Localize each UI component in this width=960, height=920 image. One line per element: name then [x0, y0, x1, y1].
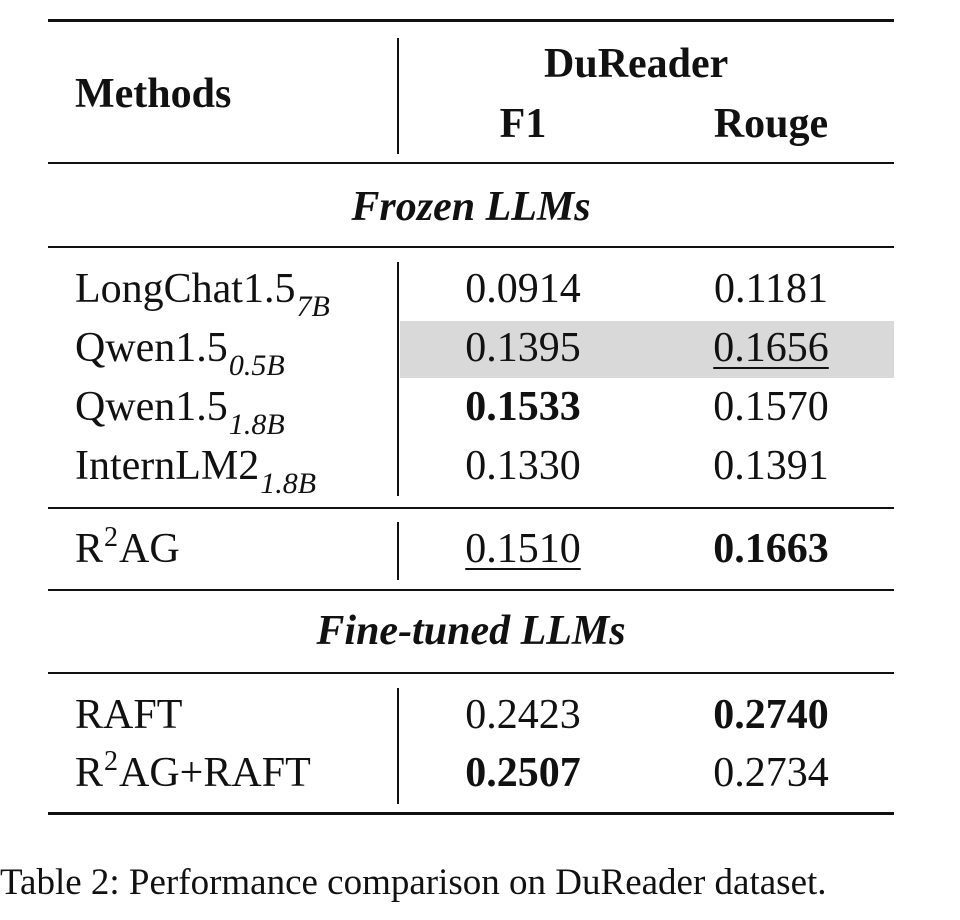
top-rule	[48, 19, 894, 22]
header-rule	[48, 162, 894, 164]
superscript: 2	[104, 746, 119, 777]
method-suffix: AG+RAFT	[119, 750, 311, 796]
f1-value: 0.1395	[465, 325, 581, 371]
dataset-header: DuReader	[544, 41, 729, 87]
f1-value: 0.1510	[403, 528, 643, 570]
method-name: R2AG	[75, 524, 180, 572]
section-title-finetuned: Fine-tuned LLMs	[316, 608, 626, 654]
rouge-value: 0.2734	[713, 750, 829, 796]
column-separator	[397, 688, 399, 804]
model-size-subscript: 1.8B	[260, 467, 317, 500]
model-size-subscript: 1.8B	[228, 408, 285, 441]
rouge-value: 0.1663	[713, 526, 829, 572]
f1-value: 0.0914	[465, 266, 581, 312]
f1-value: 0.2423	[465, 692, 581, 738]
table-caption: Table 2: Performance comparison on DuRea…	[0, 862, 827, 903]
method-name: LongChat1.57B	[75, 266, 330, 322]
method-name: Qwen1.51.8B	[75, 384, 285, 440]
method-label: Qwen1.5	[75, 325, 228, 371]
method-name: R2AG+RAFT	[75, 748, 311, 796]
method-name: InternLM21.8B	[75, 443, 316, 499]
method-label: LongChat1.5	[75, 266, 296, 312]
highlight-row-shading	[400, 321, 894, 378]
column-separator	[397, 262, 399, 496]
section-rule	[48, 672, 894, 674]
method-prefix: R	[75, 750, 104, 796]
method-prefix: R	[75, 526, 104, 572]
section-rule	[48, 589, 894, 591]
method-name: RAFT	[75, 692, 183, 738]
section-rule	[48, 246, 894, 248]
superscript: 2	[104, 522, 119, 553]
rouge-value: 0.1656	[651, 327, 891, 369]
f1-header: F1	[499, 101, 547, 147]
group-rule	[48, 507, 894, 509]
methods-header: Methods	[75, 71, 232, 117]
method-label: InternLM2	[75, 443, 260, 489]
rouge-header: Rouge	[713, 101, 829, 147]
method-name: Qwen1.50.5B	[75, 325, 285, 381]
f1-value: 0.1533	[465, 384, 581, 430]
underlined-value: 0.1656	[713, 325, 829, 371]
column-separator	[397, 522, 399, 580]
rouge-value: 0.2740	[713, 692, 829, 738]
rouge-value: 0.1391	[713, 443, 829, 489]
section-title-frozen: Frozen LLMs	[351, 184, 591, 230]
bottom-rule	[48, 812, 894, 815]
underlined-value: 0.1510	[465, 526, 581, 572]
model-size-subscript: 7B	[296, 290, 330, 323]
model-size-subscript: 0.5B	[228, 349, 285, 382]
rouge-value: 0.1570	[713, 384, 829, 430]
method-label: Qwen1.5	[75, 384, 228, 430]
f1-value: 0.1330	[465, 443, 581, 489]
f1-value: 0.2507	[465, 750, 581, 796]
column-separator	[397, 38, 399, 154]
rouge-value: 0.1181	[714, 266, 828, 312]
method-suffix: AG	[119, 526, 180, 572]
